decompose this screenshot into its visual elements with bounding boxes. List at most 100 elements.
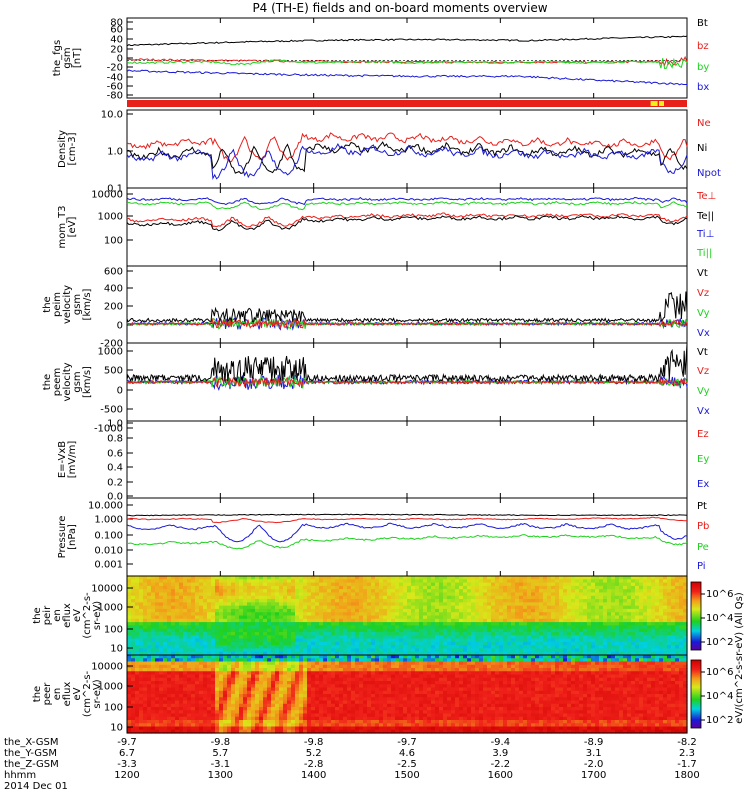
spectrogram-cell bbox=[539, 612, 544, 617]
spectrogram-cell bbox=[535, 576, 540, 580]
spectrogram-cell bbox=[295, 605, 300, 610]
spectrogram-cell bbox=[359, 622, 364, 626]
spectrogram-cell bbox=[475, 638, 480, 643]
spectrogram-cell bbox=[295, 641, 300, 646]
spectrogram-cell bbox=[263, 641, 268, 646]
spectrogram-cell bbox=[247, 697, 252, 702]
spectrogram-cell bbox=[155, 720, 160, 724]
spectrogram-cell bbox=[531, 625, 536, 630]
panel-frame-bfield bbox=[126, 17, 688, 99]
spectrogram-cell bbox=[599, 592, 604, 597]
spectrogram-cell bbox=[139, 655, 144, 659]
spectrogram-cell bbox=[175, 664, 180, 669]
spectrogram-cell bbox=[615, 631, 620, 636]
spectrogram-cell bbox=[663, 651, 668, 656]
spectrogram-cell bbox=[247, 645, 252, 650]
spectrogram-cell bbox=[619, 612, 624, 617]
spectrogram-cell bbox=[495, 599, 500, 603]
spectrogram-cell bbox=[343, 716, 348, 721]
spectrogram-cell bbox=[387, 595, 392, 600]
spectrogram-cell bbox=[675, 585, 680, 590]
spectrogram-cell bbox=[259, 615, 264, 620]
spectrogram-cell bbox=[207, 684, 212, 689]
spectrogram-cell bbox=[263, 599, 268, 603]
spectrogram-cell bbox=[251, 651, 256, 656]
spectrogram-cell bbox=[255, 658, 260, 663]
spectrogram-cell bbox=[591, 589, 596, 594]
spectrogram-cell bbox=[235, 658, 240, 663]
spectrogram-cell bbox=[579, 625, 584, 630]
spectrogram-cell bbox=[223, 635, 228, 640]
spectrogram-cell bbox=[247, 641, 252, 646]
spectrogram-cell bbox=[403, 618, 408, 623]
spectrogram-cell bbox=[259, 625, 264, 630]
spectrogram-cell bbox=[311, 622, 316, 626]
spectrogram-cell bbox=[299, 622, 304, 626]
spectrogram-cell bbox=[239, 628, 244, 633]
spectrogram-cell bbox=[135, 726, 140, 731]
spectrogram-cell bbox=[343, 707, 348, 711]
spectrogram-cell bbox=[439, 579, 444, 584]
spectrogram-cell bbox=[471, 612, 476, 617]
spectrogram-cell bbox=[275, 592, 280, 597]
spectrogram-cell bbox=[459, 628, 464, 633]
spectrogram-cell bbox=[331, 723, 336, 728]
spectrogram-cell bbox=[587, 635, 592, 640]
spectrogram-cell bbox=[555, 612, 560, 617]
spectrogram-cell bbox=[183, 674, 188, 679]
spectrogram-cell bbox=[523, 576, 528, 580]
spectrogram-cell bbox=[339, 638, 344, 643]
spectrogram-cell bbox=[227, 612, 232, 617]
spectrogram-cell bbox=[663, 589, 668, 594]
spectrogram-cell bbox=[231, 681, 236, 685]
ytick-label: 10 bbox=[110, 723, 123, 734]
spectrogram-cell bbox=[495, 579, 500, 584]
spectrogram-cell bbox=[635, 628, 640, 633]
spectrogram-cell bbox=[279, 723, 284, 728]
spectrogram-cell bbox=[139, 658, 144, 663]
spectrogram-cell bbox=[447, 595, 452, 600]
spectrogram-cell bbox=[507, 635, 512, 640]
spectrogram-cell bbox=[339, 648, 344, 653]
spectrogram-cell bbox=[287, 582, 292, 587]
spectrogram-cell bbox=[563, 582, 568, 587]
spectrogram-cell bbox=[171, 651, 176, 656]
spectrogram-cell bbox=[223, 720, 228, 724]
spectrogram-cell bbox=[175, 605, 180, 610]
spectrogram-cell bbox=[299, 595, 304, 600]
spectrogram-cell bbox=[355, 595, 360, 600]
spectrogram-cell bbox=[195, 635, 200, 640]
spectrogram-cell bbox=[391, 631, 396, 636]
legend-bz: bz bbox=[697, 41, 709, 52]
spectrogram-cell bbox=[315, 589, 320, 594]
spectrogram-cell bbox=[199, 605, 204, 610]
spectrogram-cell bbox=[619, 618, 624, 623]
spectrogram-cell bbox=[647, 589, 652, 594]
spectrogram-cell bbox=[563, 602, 568, 607]
spectrogram-cell bbox=[667, 648, 672, 653]
spectrogram-cell bbox=[319, 729, 324, 734]
spectrogram-cell bbox=[371, 576, 376, 580]
spectrogram-cell bbox=[239, 631, 244, 636]
spectrogram-cell bbox=[171, 608, 176, 613]
spectrogram-cell bbox=[259, 631, 264, 636]
spectrogram-cell bbox=[311, 576, 316, 580]
spectrogram-cell bbox=[163, 726, 168, 731]
spectrogram-cell bbox=[211, 720, 216, 724]
spectrogram-cell bbox=[219, 707, 224, 711]
spectrogram-cell bbox=[507, 608, 512, 613]
spectrogram-cell bbox=[327, 638, 332, 643]
spectrogram-cell bbox=[335, 592, 340, 597]
spectrogram-cell bbox=[191, 576, 196, 580]
spectrogram-cell bbox=[363, 602, 368, 607]
spectrogram-cell bbox=[291, 625, 296, 630]
spectrogram-cell bbox=[667, 599, 672, 603]
spectrogram-cell bbox=[379, 618, 384, 623]
spectrogram-cell bbox=[147, 585, 152, 590]
spectrogram-cell bbox=[195, 655, 200, 659]
spectrogram-cell bbox=[539, 576, 544, 580]
spectrogram-cell bbox=[195, 622, 200, 626]
spectrogram-cell bbox=[263, 690, 268, 695]
spectrogram-cell bbox=[607, 592, 612, 597]
spectrogram-cell bbox=[211, 612, 216, 617]
